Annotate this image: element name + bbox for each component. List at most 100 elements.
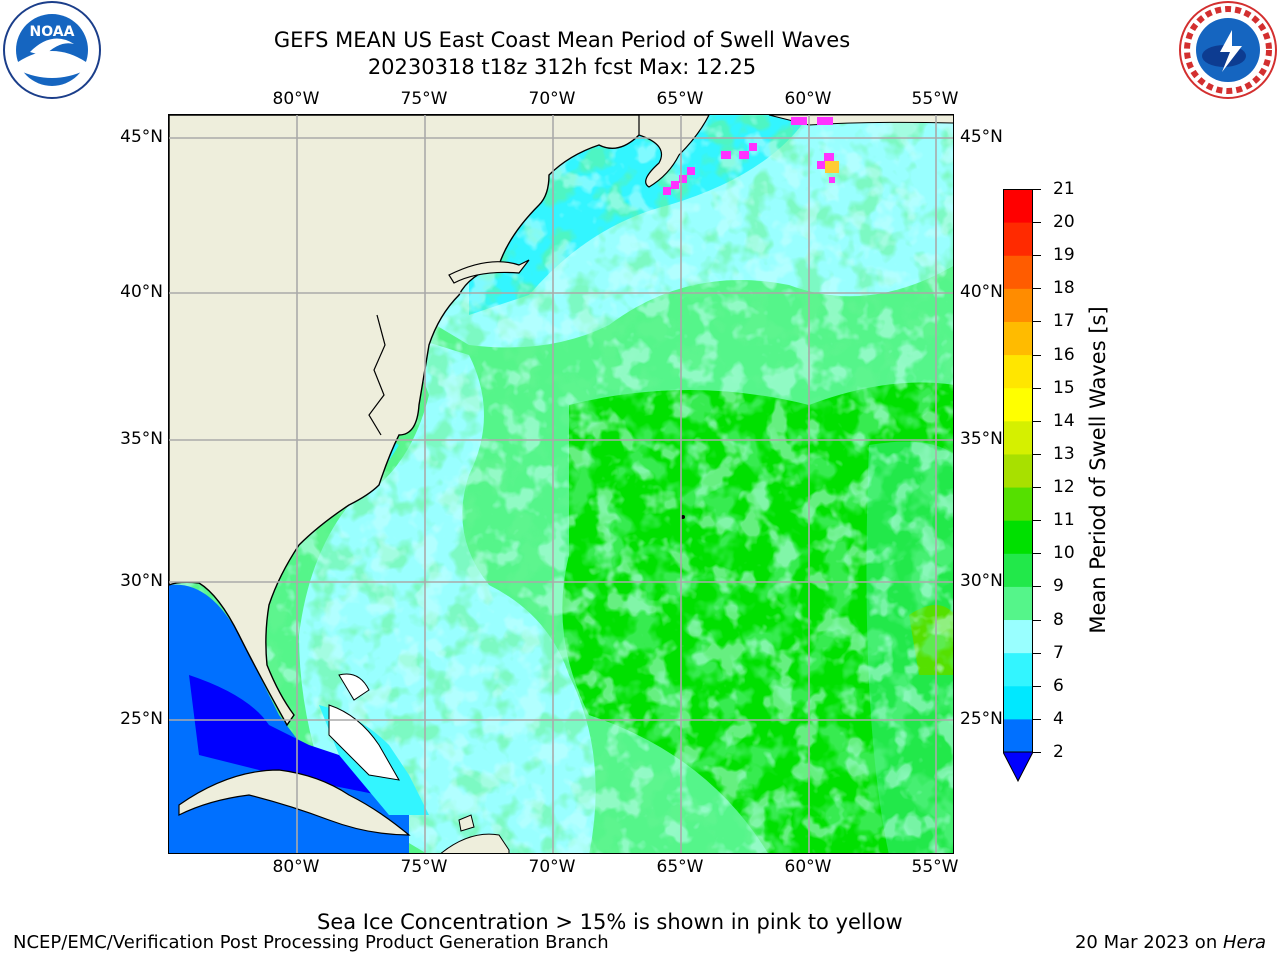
colorbar-segment <box>1003 520 1033 554</box>
colorbar-tick-mark <box>1033 288 1041 290</box>
colorbar-tick-mark <box>1033 189 1041 190</box>
colorbar-segment <box>1003 453 1033 488</box>
swell-period-map <box>169 115 953 853</box>
lat-label-left: 35°N <box>120 429 163 449</box>
north-america-land <box>169 115 690 727</box>
colorbar-segment <box>1003 652 1033 687</box>
noaa-logo-text: NOAA <box>30 24 75 40</box>
colorbar-tick-mark <box>1033 453 1041 455</box>
cuba <box>178 769 411 836</box>
sea-ice-note-text: Sea Ice Concentration > 15% is shown in … <box>317 910 903 934</box>
colorbar-tick-label: 17 <box>1053 311 1075 332</box>
colorbar-tick-label: 2 <box>1053 742 1064 762</box>
lat-label-left: 25°N <box>120 709 163 729</box>
colorbar-segment <box>1003 321 1033 356</box>
colorbar-segment <box>1003 619 1033 654</box>
colorbar-tick-mark <box>1033 652 1041 654</box>
colorbar <box>1002 189 1034 783</box>
colorbar-tick-label: 12 <box>1053 477 1075 498</box>
colorbar-svg <box>1002 189 1034 783</box>
colorbar-tick-mark <box>1033 321 1041 323</box>
graticule <box>169 115 953 853</box>
colorbar-tick-label: 20 <box>1053 212 1075 233</box>
colorbar-tick-mark <box>1033 487 1041 489</box>
colorbar-tick-label: 10 <box>1053 543 1075 564</box>
lat-label-right: 35°N <box>960 429 1003 449</box>
footer-machine: Hera <box>1222 932 1266 953</box>
lon-label-top: 70°W <box>528 89 576 109</box>
colorbar-extend-arrow <box>1002 751 1034 783</box>
colorbar-segment <box>1003 685 1033 720</box>
colorbar-tick-mark <box>1033 685 1041 687</box>
national-weather-service-logo <box>1176 0 1280 104</box>
footer-date: 20 Mar 2023 on Hera <box>1075 932 1266 953</box>
lon-label-top: 80°W <box>272 89 320 109</box>
lat-label-left: 40°N <box>120 282 163 302</box>
island <box>458 814 475 832</box>
long-island <box>448 259 530 284</box>
lon-label-bottom: 75°W <box>400 857 448 877</box>
colorbar-tick-label: 6 <box>1053 675 1064 696</box>
colorbar-tick-label: 21 <box>1053 179 1075 199</box>
lat-label-left: 45°N <box>120 127 163 147</box>
colorbar-border <box>1003 189 1033 753</box>
bahamas-bank <box>328 704 400 781</box>
colorbar-segment <box>1003 718 1033 753</box>
sea-ice-high <box>825 161 839 173</box>
colorbar-segment <box>1003 288 1033 322</box>
colorbar-tick-label: 13 <box>1053 443 1075 464</box>
noaa-logo: NOAA <box>0 0 104 104</box>
footer-date-text: 20 Mar 2023 on <box>1074 932 1223 953</box>
colorbar-title: Mean Period of Swell Waves [s] <box>1086 306 1110 634</box>
lon-label-top: 75°W <box>400 89 448 109</box>
colorbar-tick-mark <box>1033 255 1041 257</box>
chesapeake-coast <box>368 314 386 436</box>
colorbar-tick-label: 19 <box>1053 245 1075 266</box>
colorbar-segment <box>1003 553 1033 587</box>
colorbar-tick-label: 15 <box>1053 377 1075 398</box>
colorbar-segment <box>1003 387 1033 422</box>
colorbar-tick-label: 4 <box>1053 708 1064 729</box>
colorbar-tick-mark <box>1033 553 1041 555</box>
colorbar-tick-label: 14 <box>1053 410 1075 431</box>
colorbar-tick-mark <box>1033 387 1041 389</box>
map-subtitle: 20230318 t18z 312h fcst Max: 12.25 <box>367 55 757 79</box>
lon-label-bottom: 65°W <box>656 857 704 877</box>
colorbar-tick-mark <box>1033 520 1041 522</box>
colorbar-segment <box>1003 354 1033 389</box>
hispaniola <box>440 833 510 853</box>
footer-credit: NCEP/EMC/Verification Post Processing Pr… <box>13 932 609 953</box>
colorbar-tick-mark <box>1033 420 1041 422</box>
colorbar-tick-mark <box>1033 718 1041 720</box>
bermuda <box>681 515 685 519</box>
lon-label-top: 55°W <box>911 89 959 109</box>
nova-scotia <box>638 115 710 188</box>
lat-label-right: 25°N <box>960 709 1003 729</box>
lon-label-bottom: 60°W <box>784 857 832 877</box>
lon-label-bottom: 55°W <box>911 857 959 877</box>
colorbar-segment <box>1003 420 1033 455</box>
colorbar-tick-label: 8 <box>1053 609 1064 630</box>
sea-ice <box>663 117 835 195</box>
lat-label-right: 30°N <box>960 571 1003 591</box>
colorbar-tick-label: 18 <box>1053 278 1075 299</box>
map-title: GEFS MEAN US East Coast Mean Period of S… <box>273 28 851 52</box>
colorbar-tick-label: 16 <box>1053 344 1075 365</box>
colorbar-tick-label: 9 <box>1053 576 1064 597</box>
lon-label-bottom: 80°W <box>272 857 320 877</box>
lat-label-right: 40°N <box>960 282 1003 302</box>
colorbar-tick-mark <box>1033 354 1041 356</box>
colorbar-tick-mark <box>1033 222 1041 224</box>
bahamas-bank-north <box>338 673 370 701</box>
colorbar-tick-label: 7 <box>1053 642 1064 663</box>
colorbar-tick-mark <box>1033 586 1041 588</box>
lon-label-bottom: 70°W <box>528 857 576 877</box>
gulf-very-short-period <box>189 675 379 795</box>
colorbar-segment <box>1003 586 1033 621</box>
lon-label-top: 60°W <box>784 89 832 109</box>
colorbar-tick-mark <box>1033 752 1041 753</box>
lat-label-left: 30°N <box>120 571 163 591</box>
colorbar-tick-label: 11 <box>1053 510 1075 531</box>
map-panel <box>168 114 954 854</box>
lon-label-top: 65°W <box>656 89 704 109</box>
